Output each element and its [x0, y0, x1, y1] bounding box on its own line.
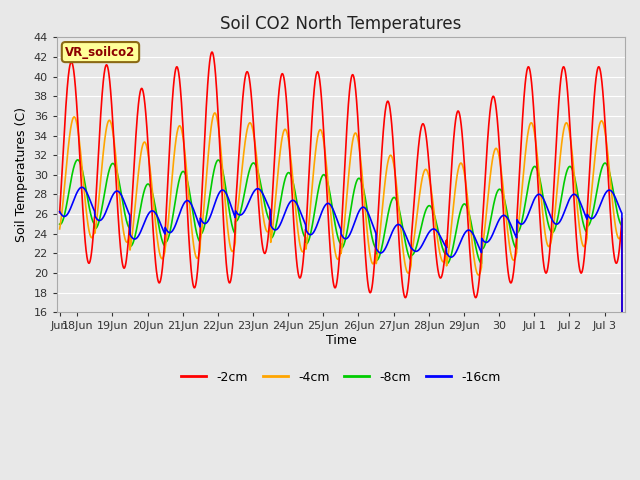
Text: VR_soilco2: VR_soilco2	[65, 46, 136, 59]
Y-axis label: Soil Temperatures (C): Soil Temperatures (C)	[15, 108, 28, 242]
Legend: -2cm, -4cm, -8cm, -16cm: -2cm, -4cm, -8cm, -16cm	[177, 366, 506, 389]
Title: Soil CO2 North Temperatures: Soil CO2 North Temperatures	[220, 15, 461, 33]
X-axis label: Time: Time	[326, 334, 356, 347]
